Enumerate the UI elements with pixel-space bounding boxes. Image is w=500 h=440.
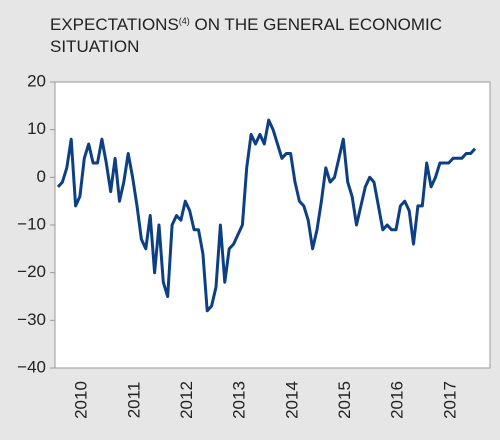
x-tick-label: 2010 — [72, 381, 91, 419]
line-series — [56, 118, 477, 313]
x-tick-label: 2016 — [388, 381, 407, 419]
title-note: (4) — [178, 16, 190, 26]
chart-title: EXPECTATIONS(4) ON THE GENERAL ECONOMIC … — [50, 10, 470, 58]
y-tick-label: −10 — [17, 214, 46, 233]
x-tick-label: 2012 — [177, 381, 196, 419]
x-tick-label: 2011 — [124, 382, 143, 419]
y-tick-label: −20 — [17, 262, 46, 281]
y-tick-label: 20 — [27, 71, 46, 90]
y-tick-label: 10 — [27, 119, 46, 138]
y-tick-label: −40 — [17, 357, 46, 376]
y-tick-label: 0 — [37, 167, 46, 186]
x-tick-label: 2015 — [335, 381, 354, 419]
x-tick-label: 2013 — [230, 381, 249, 419]
x-tick-label: 2014 — [282, 381, 301, 419]
y-tick-label: −30 — [17, 310, 46, 329]
x-tick-label: 2017 — [440, 381, 459, 419]
title: EXPECTATIONS — [50, 15, 179, 34]
title-rest: ON THE GENERAL ECONOMIC SITUATION — [50, 15, 442, 56]
